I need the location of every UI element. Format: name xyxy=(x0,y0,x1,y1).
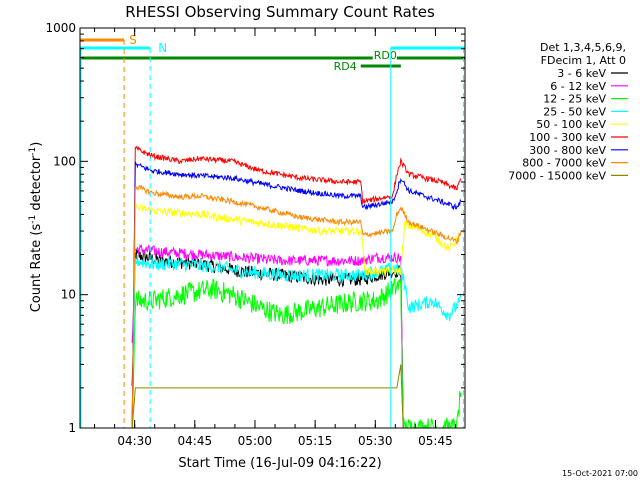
y-tick-label: 1000 xyxy=(45,21,76,35)
s-label: S xyxy=(129,33,137,47)
series-line-100-300-kev xyxy=(131,145,462,429)
legend-header-line-1: Det 1,3,4,5,6,9, xyxy=(540,41,626,54)
x-tick-label: 05:15 xyxy=(298,434,333,448)
legend-label-25-50-kev: 25 - 50 keV xyxy=(543,105,606,118)
x-tick-label: 04:30 xyxy=(117,434,152,448)
rd0-label: RD0 xyxy=(374,49,397,62)
legend-label-800-7000-kev: 800 - 7000 keV xyxy=(522,157,606,170)
plot-area: S N RD0 RD4 1 10 100 1000 04:30 04:45 05:00 05:15 05… xyxy=(45,21,466,448)
series-line-25-50-kev xyxy=(131,254,462,422)
chart-title: RHESSI Observing Summary Count Rates xyxy=(125,3,435,21)
x-tick-label: 05:00 xyxy=(238,434,273,448)
legend-label-12-25-kev: 12 - 25 keV xyxy=(543,93,606,106)
x-tick-label: 05:45 xyxy=(418,434,453,448)
x-tick-label: 05:30 xyxy=(358,434,393,448)
footer-timestamp: 15-Oct-2021 07:00 xyxy=(562,469,638,478)
rd4-label: RD4 xyxy=(334,60,357,73)
legend-label-7000-15000-kev: 7000 - 15000 keV xyxy=(508,169,606,182)
y-tick-label: 1 xyxy=(68,421,76,435)
n-label: N xyxy=(158,41,167,55)
plot-frame xyxy=(79,27,466,429)
x-axis-label: Start Time (16-Jul-09 04:16:22) xyxy=(178,456,381,471)
series-line-12-25-kev xyxy=(131,278,462,430)
legend-label-300-800-kev: 300 - 800 keV xyxy=(529,144,606,157)
legend-label-100-300-kev: 100 - 300 keV xyxy=(529,131,606,144)
x-tick-label: 04:45 xyxy=(178,434,213,448)
legend: Det 1,3,4,5,6,9, FDecim 1, Att 0 3 - 6 k… xyxy=(508,41,628,182)
y-tick-label: 10 xyxy=(61,288,76,302)
series-line-6-12-kev xyxy=(131,243,404,429)
y-tick-label: 100 xyxy=(53,154,76,168)
series-line-50-100-kev xyxy=(131,203,462,428)
legend-label-6-12-kev: 6 - 12 keV xyxy=(550,80,606,93)
series-line-800-7000-kev xyxy=(131,184,462,429)
series-line-7000-15000-kev xyxy=(131,364,461,429)
legend-label-50-100-kev: 50 - 100 keV xyxy=(536,118,606,131)
legend-header-line-2: FDecim 1, Att 0 xyxy=(541,54,626,67)
series-line-300-800-kev xyxy=(131,161,462,427)
y-axis-label: Count Rate (s-1 detector-1) xyxy=(28,142,44,313)
legend-label-3-6-kev: 3 - 6 keV xyxy=(557,67,606,80)
